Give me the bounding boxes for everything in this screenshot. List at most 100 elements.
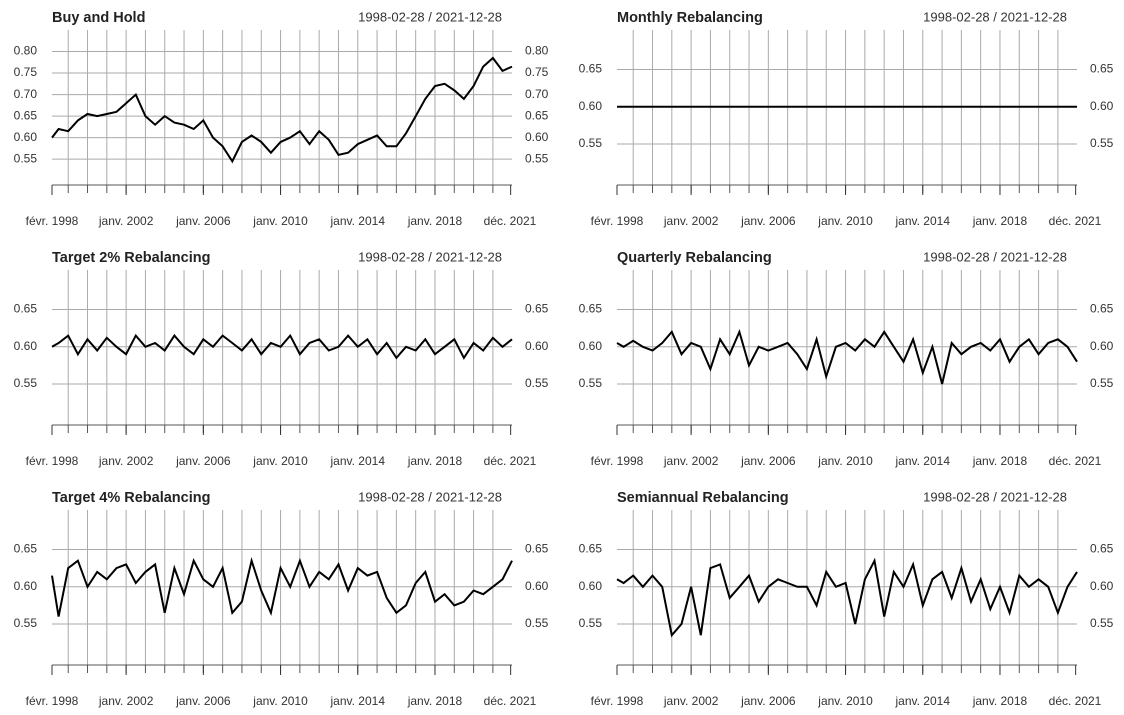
y-tick-label-right: 0.55 — [1090, 376, 1114, 390]
chart-title: Monthly Rebalancing — [617, 10, 763, 26]
x-tick-label: janv. 2018 — [407, 454, 463, 468]
x-tick-label: déc. 2021 — [484, 694, 537, 708]
x-tick-label: janv. 2006 — [740, 214, 796, 228]
y-tick-label: 0.55 — [579, 136, 603, 150]
x-tick-label: janv. 2014 — [895, 454, 951, 468]
y-tick-label: 0.75 — [14, 65, 38, 79]
date-range: 1998-02-28 / 2021-12-28 — [358, 249, 502, 264]
y-tick-label-right: 0.60 — [1090, 579, 1114, 593]
x-tick-label: janv. 2006 — [175, 454, 231, 468]
y-tick-label-right: 0.55 — [1090, 136, 1114, 150]
date-range: 1998-02-28 / 2021-12-28 — [923, 249, 1067, 264]
x-tick-label: janv. 2014 — [330, 694, 386, 708]
x-tick-label: janv. 2006 — [740, 694, 796, 708]
x-tick-label: janv. 2006 — [740, 454, 796, 468]
y-tick-label: 0.60 — [579, 579, 603, 593]
x-tick-label: janv. 2002 — [98, 214, 154, 228]
series-line — [616, 557, 1078, 638]
y-tick-label: 0.65 — [579, 542, 603, 556]
y-tick-label-right: 0.60 — [1090, 339, 1114, 353]
x-tick-label: févr. 1998 — [591, 214, 644, 228]
chart-panel: Target 4% Rebalancing 1998-02-28 / 2021-1… — [14, 489, 549, 708]
x-tick-label: janv. 2010 — [817, 214, 873, 228]
x-tick-label: janv. 2018 — [972, 454, 1028, 468]
chart-title: Target 4% Rebalancing — [52, 490, 210, 506]
chart-panel: Quarterly Rebalancing 1998-02-28 / 2021-1… — [579, 249, 1114, 468]
x-tick-label: févr. 1998 — [591, 694, 644, 708]
x-tick-label: févr. 1998 — [26, 214, 79, 228]
y-tick-label-right: 0.65 — [525, 108, 549, 122]
y-tick-label-right: 0.55 — [525, 616, 549, 630]
y-tick-label-right: 0.75 — [525, 65, 549, 79]
x-tick-label: janv. 2002 — [98, 454, 154, 468]
y-tick-label-right: 0.60 — [525, 130, 549, 144]
date-range: 1998-02-28 / 2021-12-28 — [923, 9, 1067, 24]
x-tick-label: févr. 1998 — [591, 454, 644, 468]
y-tick-label: 0.55 — [579, 376, 603, 390]
y-tick-label-right: 0.65 — [1090, 62, 1114, 76]
y-tick-label-right: 0.55 — [525, 151, 549, 165]
x-tick-label: déc. 2021 — [1049, 454, 1102, 468]
y-tick-label: 0.65 — [14, 302, 38, 316]
chart-panel: Monthly Rebalancing 1998-02-28 / 2021-12-… — [579, 9, 1114, 228]
chart-panel: Semiannual Rebalancing 1998-02-28 / 2021-… — [579, 489, 1114, 708]
series-line — [51, 333, 513, 360]
chart-title: Target 2% Rebalancing — [52, 250, 210, 266]
y-tick-label: 0.70 — [14, 87, 38, 101]
y-tick-label: 0.65 — [14, 108, 38, 122]
chart-title: Quarterly Rebalancing — [617, 250, 772, 266]
y-tick-label-right: 0.60 — [525, 339, 549, 353]
x-tick-label: janv. 2010 — [817, 454, 873, 468]
x-tick-label: déc. 2021 — [1049, 214, 1102, 228]
x-tick-label: janv. 2018 — [972, 214, 1028, 228]
x-tick-label: janv. 2014 — [895, 694, 951, 708]
series-line — [616, 328, 1078, 385]
x-tick-label: janv. 2010 — [817, 694, 873, 708]
chart-title: Semiannual Rebalancing — [617, 490, 789, 506]
y-tick-label: 0.60 — [579, 99, 603, 113]
y-tick-label: 0.65 — [579, 302, 603, 316]
x-tick-label: janv. 2018 — [407, 214, 463, 228]
y-tick-label-right: 0.60 — [1090, 99, 1114, 113]
y-tick-label-right: 0.65 — [1090, 302, 1114, 316]
x-tick-label: févr. 1998 — [26, 694, 79, 708]
y-tick-label-right: 0.60 — [525, 579, 549, 593]
y-tick-label-right: 0.70 — [525, 87, 549, 101]
x-tick-label: janv. 2010 — [252, 694, 308, 708]
chart-panel: Buy and Hold 1998-02-28 / 2021-12-28 0.55 0… — [14, 9, 549, 228]
date-range: 1998-02-28 / 2021-12-28 — [923, 489, 1067, 504]
y-tick-label: 0.55 — [14, 151, 38, 165]
x-tick-label: janv. 2018 — [407, 694, 463, 708]
chart-panel: Target 2% Rebalancing 1998-02-28 / 2021-1… — [14, 249, 549, 468]
y-tick-label: 0.55 — [14, 616, 38, 630]
y-tick-label: 0.65 — [579, 62, 603, 76]
y-tick-label-right: 0.65 — [1090, 542, 1114, 556]
y-tick-label: 0.60 — [14, 130, 38, 144]
date-range: 1998-02-28 / 2021-12-28 — [358, 9, 502, 24]
y-tick-label: 0.60 — [14, 339, 38, 353]
x-tick-label: janv. 2006 — [175, 694, 231, 708]
x-tick-label: janv. 2010 — [252, 454, 308, 468]
y-tick-label: 0.60 — [579, 339, 603, 353]
x-tick-label: janv. 2002 — [663, 214, 719, 228]
date-range: 1998-02-28 / 2021-12-28 — [358, 489, 502, 504]
x-tick-label: janv. 2006 — [175, 214, 231, 228]
x-tick-label: déc. 2021 — [484, 214, 537, 228]
x-tick-label: déc. 2021 — [1049, 694, 1102, 708]
x-tick-label: janv. 2002 — [663, 694, 719, 708]
y-tick-label: 0.55 — [14, 376, 38, 390]
y-tick-label-right: 0.65 — [525, 542, 549, 556]
y-tick-label-right: 0.55 — [525, 376, 549, 390]
chart-title: Buy and Hold — [52, 10, 145, 26]
series-line — [51, 56, 513, 164]
x-tick-label: janv. 2014 — [330, 214, 386, 228]
y-tick-label: 0.60 — [14, 579, 38, 593]
x-tick-label: janv. 2002 — [98, 694, 154, 708]
series-line — [51, 556, 513, 617]
y-tick-label-right: 0.65 — [525, 302, 549, 316]
y-tick-label-right: 0.80 — [525, 44, 549, 58]
x-tick-label: janv. 2014 — [330, 454, 386, 468]
x-tick-label: déc. 2021 — [484, 454, 537, 468]
x-tick-label: févr. 1998 — [26, 454, 79, 468]
